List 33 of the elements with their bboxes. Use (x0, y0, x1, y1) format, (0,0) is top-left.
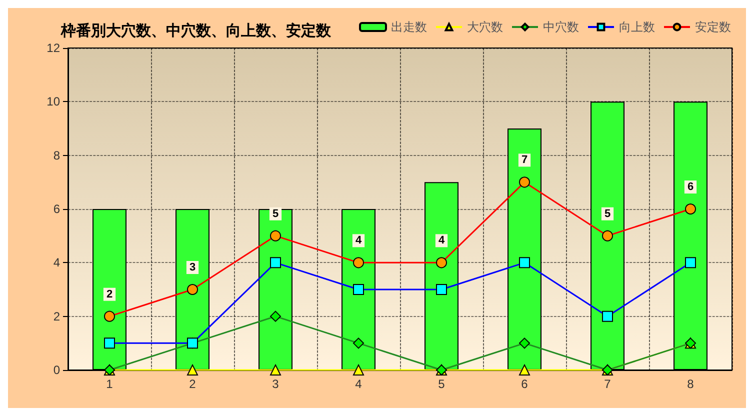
y-tick-label: 12 (46, 41, 60, 55)
y-tick-label: 8 (53, 148, 60, 162)
x-tick-label: 8 (687, 377, 694, 391)
x-tick-label: 3 (272, 377, 280, 391)
y-tick-label: 6 (53, 202, 60, 216)
point (353, 364, 364, 376)
chart-title: 枠番別大穴数、中穴数、向上数、安定数 (60, 22, 332, 40)
data-label: 2 (106, 288, 113, 300)
x-tick-label: 1 (106, 377, 114, 391)
legend-label: 向上数 (619, 20, 655, 34)
x-tick-label: 6 (521, 377, 528, 391)
point (187, 364, 198, 376)
point (519, 364, 530, 376)
data-label: 4 (355, 234, 362, 247)
data-label: 5 (272, 208, 279, 220)
legend-label: 中穴数 (543, 20, 579, 34)
data-label: 3 (189, 262, 196, 274)
data-label: 4 (438, 234, 446, 247)
y-tick-label: 4 (53, 256, 60, 270)
y-tick-label: 10 (46, 94, 60, 109)
x-tick-label: 4 (355, 377, 362, 391)
y-tick-label: 2 (53, 309, 60, 324)
legend-label: 安定数 (695, 20, 731, 34)
x-tick-label: 2 (189, 377, 196, 391)
data-label: 6 (687, 181, 694, 193)
data-label: 7 (521, 154, 528, 166)
legend-label: 出走数 (391, 20, 427, 34)
legend-label: 大穴数 (467, 20, 503, 34)
x-tick-label: 5 (438, 377, 446, 391)
x-tick-label: 7 (604, 377, 612, 391)
data-label: 5 (604, 208, 611, 220)
y-tick-label: 0 (53, 363, 60, 377)
point (270, 364, 281, 376)
